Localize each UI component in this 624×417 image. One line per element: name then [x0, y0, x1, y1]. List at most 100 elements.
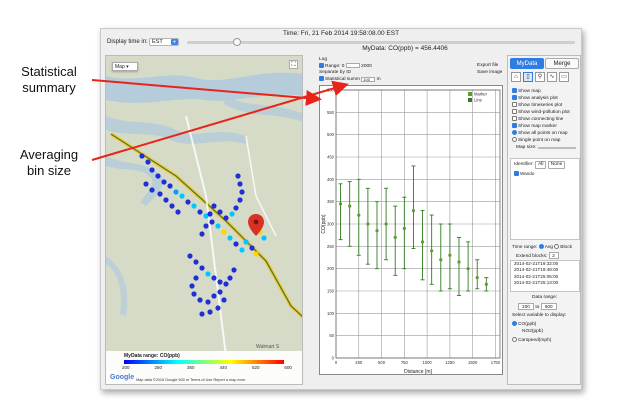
map-pin-icon[interactable] — [248, 214, 264, 236]
route-markers — [139, 153, 267, 317]
chevron-down-icon: ▼ — [171, 39, 178, 45]
radio-all-points[interactable]: Show all points on map — [512, 130, 568, 136]
checkbox[interactable] — [512, 88, 517, 93]
variable-carspeed[interactable]: Carspeed(mph) — [512, 337, 551, 343]
block-label: Block — [560, 245, 573, 250]
time-slider-thumb[interactable] — [233, 38, 241, 46]
time-title: Time: Fri, 21 Feb 2014 19:58:08.00 EST — [282, 30, 400, 37]
checkbox[interactable] — [514, 171, 519, 176]
radio-button[interactable] — [512, 137, 517, 142]
tab-mydata[interactable]: MyData — [510, 58, 544, 69]
x-tick-label: 750 — [401, 360, 409, 365]
log-option[interactable]: Log — [319, 57, 327, 63]
location-pin-icon[interactable]: ⚲ — [535, 72, 545, 82]
separate-option[interactable]: Separate by ID — [319, 70, 351, 76]
home-icon[interactable]: ⌂ — [511, 72, 521, 82]
extend-blocks-row: Extend blocks: 2 — [516, 252, 559, 259]
option-label: Show analysis plot — [518, 96, 558, 101]
radio-button[interactable] — [554, 244, 560, 249]
x-tick-label: 1750 — [491, 360, 501, 365]
variable-label: Select variable to display: — [512, 313, 567, 318]
list-item[interactable]: 2014-02-21T25:05:00 — [514, 273, 559, 279]
range-min-input[interactable] — [345, 63, 360, 68]
legend-tick: 600 — [284, 365, 292, 370]
radio-button[interactable] — [538, 244, 544, 249]
time-range-row: Time range: Avg Block — [512, 244, 572, 250]
checkbox[interactable] — [512, 102, 517, 107]
radio-label: Show all points on map — [518, 131, 568, 136]
line-chart-icon[interactable]: ∿ — [547, 72, 557, 82]
select-none-button[interactable]: None — [547, 161, 566, 169]
color-scale-bar — [124, 360, 284, 364]
radio-button[interactable] — [512, 130, 517, 135]
range-option[interactable]: Range: 0 2000 — [319, 63, 372, 70]
data-point — [457, 260, 461, 264]
radio-single-point[interactable]: Single point on map — [512, 137, 560, 143]
data-min-input[interactable]: 200 — [518, 303, 534, 310]
window-icon[interactable]: ▭ — [559, 72, 569, 82]
option-show-wind-pollution-plot[interactable]: Show wind-pollution plot — [512, 109, 570, 115]
option-show-analysis-plot[interactable]: Show analysis plot — [512, 95, 558, 101]
option-show-map-marker[interactable]: Show map marker — [512, 123, 557, 129]
data-point — [475, 276, 479, 280]
variable-no2[interactable]: NO2(ppb) — [522, 329, 544, 334]
x-tick-label: 1500 — [468, 360, 478, 365]
data-max-input[interactable]: 600 — [540, 303, 557, 310]
legend-line-swatch — [468, 98, 472, 102]
range-max-value[interactable]: 2000 — [361, 64, 372, 69]
identifier-item[interactable]: Wando — [511, 171, 579, 177]
bin-size-input[interactable]: 100 — [361, 77, 376, 82]
checkbox[interactable] — [512, 123, 517, 128]
data-point — [384, 222, 388, 226]
list-item[interactable]: 2014-02-21T19:32:00 — [514, 261, 559, 266]
option-show-map[interactable]: Show map — [512, 88, 541, 94]
list-item[interactable]: 2014-02-21T25:13:00 — [514, 280, 559, 286]
range-checkbox[interactable] — [319, 63, 324, 68]
x-tick-label: 0 — [335, 360, 338, 365]
x-tick-label: 1250 — [445, 360, 455, 365]
radio-button[interactable] — [512, 321, 517, 326]
data-point — [430, 249, 434, 253]
data-point — [375, 229, 379, 233]
y-tick-label: 450 — [327, 155, 335, 160]
checkbox[interactable] — [512, 109, 517, 114]
y-tick-label: 600 — [327, 88, 335, 93]
time-slider[interactable] — [187, 41, 575, 44]
map-canvas: Walmart S — [106, 56, 302, 384]
statistical-summary-option[interactable]: Statistical summ 100 m — [319, 76, 381, 83]
time-bar: Time: Fri, 21 Feb 2014 19:58:08.00 EST D… — [101, 29, 581, 49]
x-tick-label: 500 — [378, 360, 386, 365]
tab-merge[interactable]: Merge — [545, 58, 579, 69]
tab-bar: MyData Merge — [510, 58, 579, 69]
plot-area: 0 50 100 150 200 250 300 350 400 450 500 550 600 0 250… — [319, 85, 503, 375]
list-item[interactable]: 2014-02-21T19:48:00 — [514, 267, 559, 273]
timezone-select[interactable]: EST ▼ — [149, 38, 179, 46]
option-label: Show map — [518, 89, 541, 94]
legend-tick: 200 — [122, 365, 130, 370]
extend-blocks-input[interactable]: 2 — [548, 252, 559, 259]
checkbox[interactable] — [512, 116, 517, 121]
y-tick-label: 550 — [327, 110, 335, 115]
checkbox[interactable] — [512, 95, 517, 100]
log-label: Log — [319, 57, 328, 62]
select-all-button[interactable]: All — [535, 161, 547, 169]
option-show-connecting-line[interactable]: Show connecting line — [512, 116, 563, 122]
document-icon[interactable]: ▯ — [523, 72, 533, 82]
fullscreen-icon[interactable]: ⛶ — [289, 60, 298, 69]
radio-button[interactable] — [512, 337, 517, 342]
map-panel[interactable]: Walmart S Map ▾ ⛶ MyData range: CO(ppb) … — [105, 55, 303, 385]
export-file-link[interactable]: Export file — [477, 63, 499, 68]
legend-tick: 360 — [186, 365, 195, 370]
map-type-select[interactable]: Map ▾ — [112, 62, 138, 71]
save-image-link[interactable]: Save image — [477, 70, 503, 75]
y-tick-label: 300 — [327, 222, 335, 227]
bin-unit: m — [376, 77, 381, 82]
separate-label: Separate by ID — [319, 70, 351, 75]
time-list[interactable]: 2014-02-21T19:32:00 2014-02-21T19:48:00 … — [510, 260, 580, 292]
option-show-timeseries-plot[interactable]: Show timeseries plot — [512, 102, 562, 108]
statistical-summary-checkbox[interactable] — [319, 76, 324, 81]
y-tick-label: 100 — [327, 311, 335, 316]
map-size-slider[interactable] — [538, 147, 576, 149]
variable-co[interactable]: CO(ppb) — [512, 321, 536, 327]
